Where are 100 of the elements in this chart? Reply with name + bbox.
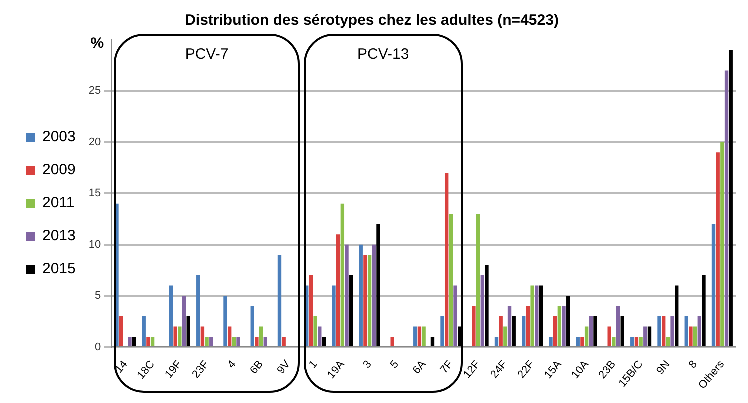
bar <box>549 336 553 346</box>
bar <box>368 255 372 346</box>
bar <box>480 276 484 346</box>
bar <box>309 276 314 346</box>
bar <box>675 286 679 346</box>
bar <box>250 306 254 346</box>
legend-label: 2009 <box>42 162 76 179</box>
x-tick-label: 6A <box>410 358 430 377</box>
bar <box>350 276 354 346</box>
bar <box>132 336 136 346</box>
bar <box>584 326 589 346</box>
bar <box>566 296 570 346</box>
bar <box>278 255 282 346</box>
bar <box>345 244 349 346</box>
bar <box>444 173 449 346</box>
x-tick-label: 15A <box>542 358 565 382</box>
x-tick-label: 4 <box>226 358 239 372</box>
x-tick-label: 19A <box>326 358 348 382</box>
bar <box>228 326 232 346</box>
bar <box>314 316 318 346</box>
bar <box>128 336 132 346</box>
bar <box>658 316 662 346</box>
bar <box>259 326 264 346</box>
bar <box>150 336 155 346</box>
bar <box>322 336 326 346</box>
bar <box>558 306 562 346</box>
bar <box>494 336 499 346</box>
x-tick-label: 22F <box>516 358 538 381</box>
bar <box>340 204 345 346</box>
bar <box>729 50 733 346</box>
bar <box>282 336 286 346</box>
bar <box>666 336 670 346</box>
bar <box>512 316 516 346</box>
x-tick-label: 23B <box>596 358 619 382</box>
bar <box>440 316 444 346</box>
bar <box>174 326 178 346</box>
bar <box>594 316 598 346</box>
y-axis-title: % <box>90 35 104 52</box>
bar <box>449 214 454 346</box>
bar <box>684 316 688 346</box>
bar <box>236 336 240 346</box>
bar <box>616 306 620 346</box>
bar <box>418 326 422 346</box>
bar <box>648 326 652 346</box>
y-tick-label: 10 <box>88 238 102 251</box>
bar <box>182 296 186 346</box>
bar <box>720 142 724 346</box>
x-tick-label: 6B <box>248 358 266 377</box>
bar <box>639 336 643 346</box>
bar <box>724 70 729 346</box>
bar <box>414 326 418 346</box>
y-tick-label: 15 <box>88 188 102 200</box>
bar <box>178 326 182 346</box>
legend-label: 2011 <box>42 194 75 212</box>
bar <box>716 152 720 346</box>
bar <box>359 244 363 346</box>
bar <box>504 326 508 346</box>
legend-label: 2015 <box>42 260 76 278</box>
bar <box>318 326 322 346</box>
x-tick-label: 5 <box>388 358 402 372</box>
y-tick-label: 25 <box>88 85 102 98</box>
bar <box>662 316 666 346</box>
bar <box>224 296 228 346</box>
bar <box>670 316 674 346</box>
bar <box>472 306 476 346</box>
bar <box>376 224 380 346</box>
bar <box>169 286 174 346</box>
bar <box>146 336 150 346</box>
x-tick-label: 9V <box>275 358 294 377</box>
bar <box>454 286 458 346</box>
bar <box>264 336 268 346</box>
bar <box>142 316 146 346</box>
x-tick-label: 12F <box>462 358 484 381</box>
x-tick-label: 24F <box>488 358 510 381</box>
bar <box>712 224 716 346</box>
bar <box>702 276 706 346</box>
bar <box>562 306 566 346</box>
bar <box>526 306 530 346</box>
bar <box>630 336 634 346</box>
bar <box>422 326 426 346</box>
bar <box>580 336 584 346</box>
bar <box>530 286 534 346</box>
x-tick-label: 8 <box>686 358 700 372</box>
x-tick-label: 10A <box>570 358 592 382</box>
bar <box>336 234 340 346</box>
bar <box>205 336 209 346</box>
bar <box>186 316 190 346</box>
bar <box>612 336 616 346</box>
annotation: PCV-13 <box>356 46 410 63</box>
y-tick-label: 20 <box>88 136 102 148</box>
x-tick-label: 19F <box>163 358 185 381</box>
bar <box>476 214 480 346</box>
legend-label: 2013 <box>42 228 76 245</box>
bar <box>196 276 200 346</box>
bar <box>620 316 624 346</box>
x-tick-label: 23F <box>190 358 212 381</box>
bar <box>364 255 368 346</box>
y-tick-label: 0 <box>94 341 102 354</box>
bar <box>608 326 612 346</box>
bar <box>689 326 693 346</box>
